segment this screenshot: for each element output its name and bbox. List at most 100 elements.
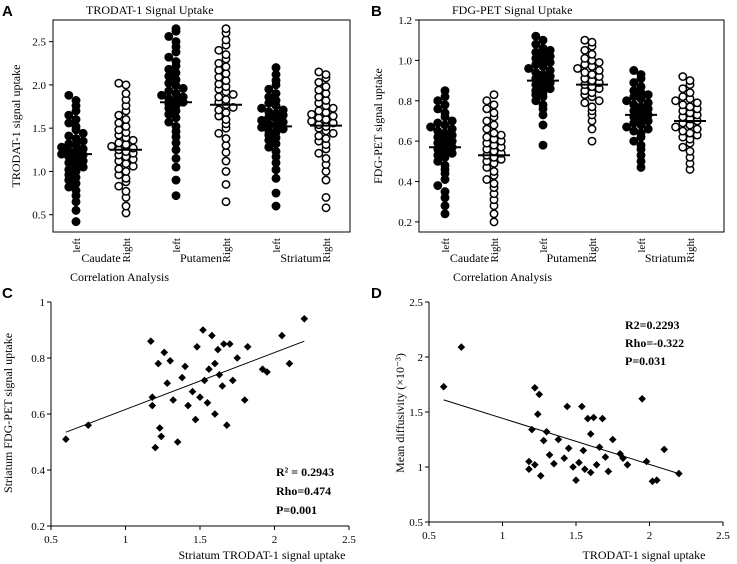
panel-a-data-point (271, 63, 281, 73)
panel-d-data-point (545, 451, 554, 459)
panel-a-data-point (221, 62, 231, 72)
panel-letter-c: C (2, 285, 13, 302)
panel-b-data-point (489, 166, 499, 176)
panel-b-data-point (440, 86, 450, 96)
panel-d-xtick-label: 0.5 (422, 530, 436, 542)
panel-c-xtick-label: 0.5 (44, 534, 58, 546)
panel-b-data-point (482, 175, 492, 184)
panel-d-data-point (578, 402, 586, 411)
panel-b-category-label: left (440, 238, 452, 253)
panel-b-data-point (440, 209, 450, 219)
panel-d-data-point (581, 465, 589, 473)
panel-d-ytick-label: 1 (418, 462, 424, 474)
panel-a-data-point (78, 144, 88, 154)
panel-b-data-point (580, 98, 590, 108)
panel-b-data-point (440, 201, 450, 211)
panel-b-data-point (531, 31, 541, 41)
panel-b-ytick-label: 1.0 (398, 55, 412, 67)
panel-c-annotation-rho: Rho=0.474 (276, 484, 331, 498)
panel-d-data-point (638, 395, 646, 403)
panel-a-data-point (114, 118, 124, 128)
panel-a-category-label: Right (321, 238, 333, 262)
panel-b-data-point (433, 118, 443, 128)
panel-d-data-point (531, 384, 539, 392)
panel-a-data-point (214, 105, 224, 115)
panel-a-data-point (221, 24, 231, 34)
panel-d-data-point (592, 461, 601, 469)
panel-a-data-point (221, 166, 231, 176)
panel-b-category-label: Right (685, 238, 697, 262)
panel-b-data-point (531, 68, 541, 77)
panel-a-category-label: Right (121, 238, 133, 262)
panel-d-title: Correlation Analysis (453, 270, 552, 284)
panel-c-data-point (211, 410, 219, 418)
panel-b-data-point (685, 102, 695, 112)
panel-a-plot-frame (52, 19, 351, 233)
panel-d-data-point (660, 445, 668, 454)
panel-a-data-point (164, 64, 174, 74)
panel-c-data-point (243, 343, 252, 351)
panel-a-data-point (78, 128, 88, 138)
panel-b-category-label: left (636, 238, 648, 253)
panel-d-data-point (525, 457, 533, 466)
panel-d-data-point (598, 414, 607, 423)
panel-d-data-point (457, 343, 466, 351)
panel-c-data-point (200, 376, 209, 385)
panel-b-data-point (482, 96, 492, 106)
panel-a-data-point (314, 85, 324, 95)
panel-a-data-point (71, 134, 81, 143)
panel-a-data-point (114, 164, 124, 174)
panel-a-data-point (221, 156, 231, 166)
panel-b-data-point (538, 43, 548, 53)
panel-d-data-point (542, 428, 551, 436)
panel-b-data-point (538, 70, 548, 79)
panel-a-ylabel: TRODAT-1 signal uptake (9, 65, 23, 188)
panel-letter-d: D (371, 285, 382, 302)
panel-a-data-point (314, 77, 324, 87)
panel-c-annotation-p: P=0.001 (276, 503, 317, 517)
panel-c-data-point (300, 315, 309, 323)
panel-c-ytick-label: 1 (40, 297, 46, 309)
panel-a-category-label: left (71, 238, 83, 253)
panel-a-data-point (114, 181, 124, 191)
panel-b-data-point (587, 70, 597, 79)
panel-c-data-point (218, 382, 227, 390)
panel-a-data-point (121, 186, 131, 196)
panel-c-data-point (215, 371, 224, 379)
panel-a-data-point (314, 148, 324, 158)
panel-b-data-point (678, 92, 688, 102)
panel-d-data-point (623, 461, 632, 469)
panel-b-data-point (440, 100, 450, 110)
panel-c-data-point (178, 373, 186, 382)
panel-a-group-label: Striatum (280, 251, 322, 265)
panel-b-data-point (587, 136, 597, 146)
panel-c-ylabel: Striatum FDG-PET signal uptake (1, 333, 15, 493)
panel-a-data-point (78, 136, 88, 146)
panel-c-ytick-label: 0.2 (31, 521, 45, 533)
panel-a-data-point (57, 142, 67, 152)
panel-b-data-point (692, 124, 702, 134)
panel-b-data-point (629, 100, 639, 110)
panel-b-data-point (587, 49, 597, 59)
panel-a-data-point (278, 105, 288, 115)
panel-b-data-point (440, 187, 450, 197)
panel-a-data-point (321, 203, 331, 213)
panel-a-data-point (164, 86, 174, 96)
panel-c-data-point (166, 357, 174, 365)
panel-a-data-point (221, 197, 231, 207)
panel-a-ytick-label: 2.0 (32, 80, 46, 92)
panel-b-ytick-label: 0.8 (398, 96, 412, 108)
panel-b-data-point (545, 66, 555, 75)
panel-a-data-point (221, 95, 231, 105)
panel-b-data-point (636, 128, 646, 138)
panel-b-data-point (426, 122, 436, 132)
panel-a-data-point (114, 78, 124, 88)
panel-a-data-point (264, 84, 274, 94)
panel-d-data-point (536, 472, 545, 480)
panel-d-xtick-label: 2 (647, 530, 653, 542)
panel-b-data-point (489, 108, 499, 118)
panel-a-data-point (114, 110, 124, 120)
panel-c-data-point (155, 424, 164, 432)
panel-c-data-point (84, 421, 93, 429)
panel-a-data-point (328, 103, 338, 113)
